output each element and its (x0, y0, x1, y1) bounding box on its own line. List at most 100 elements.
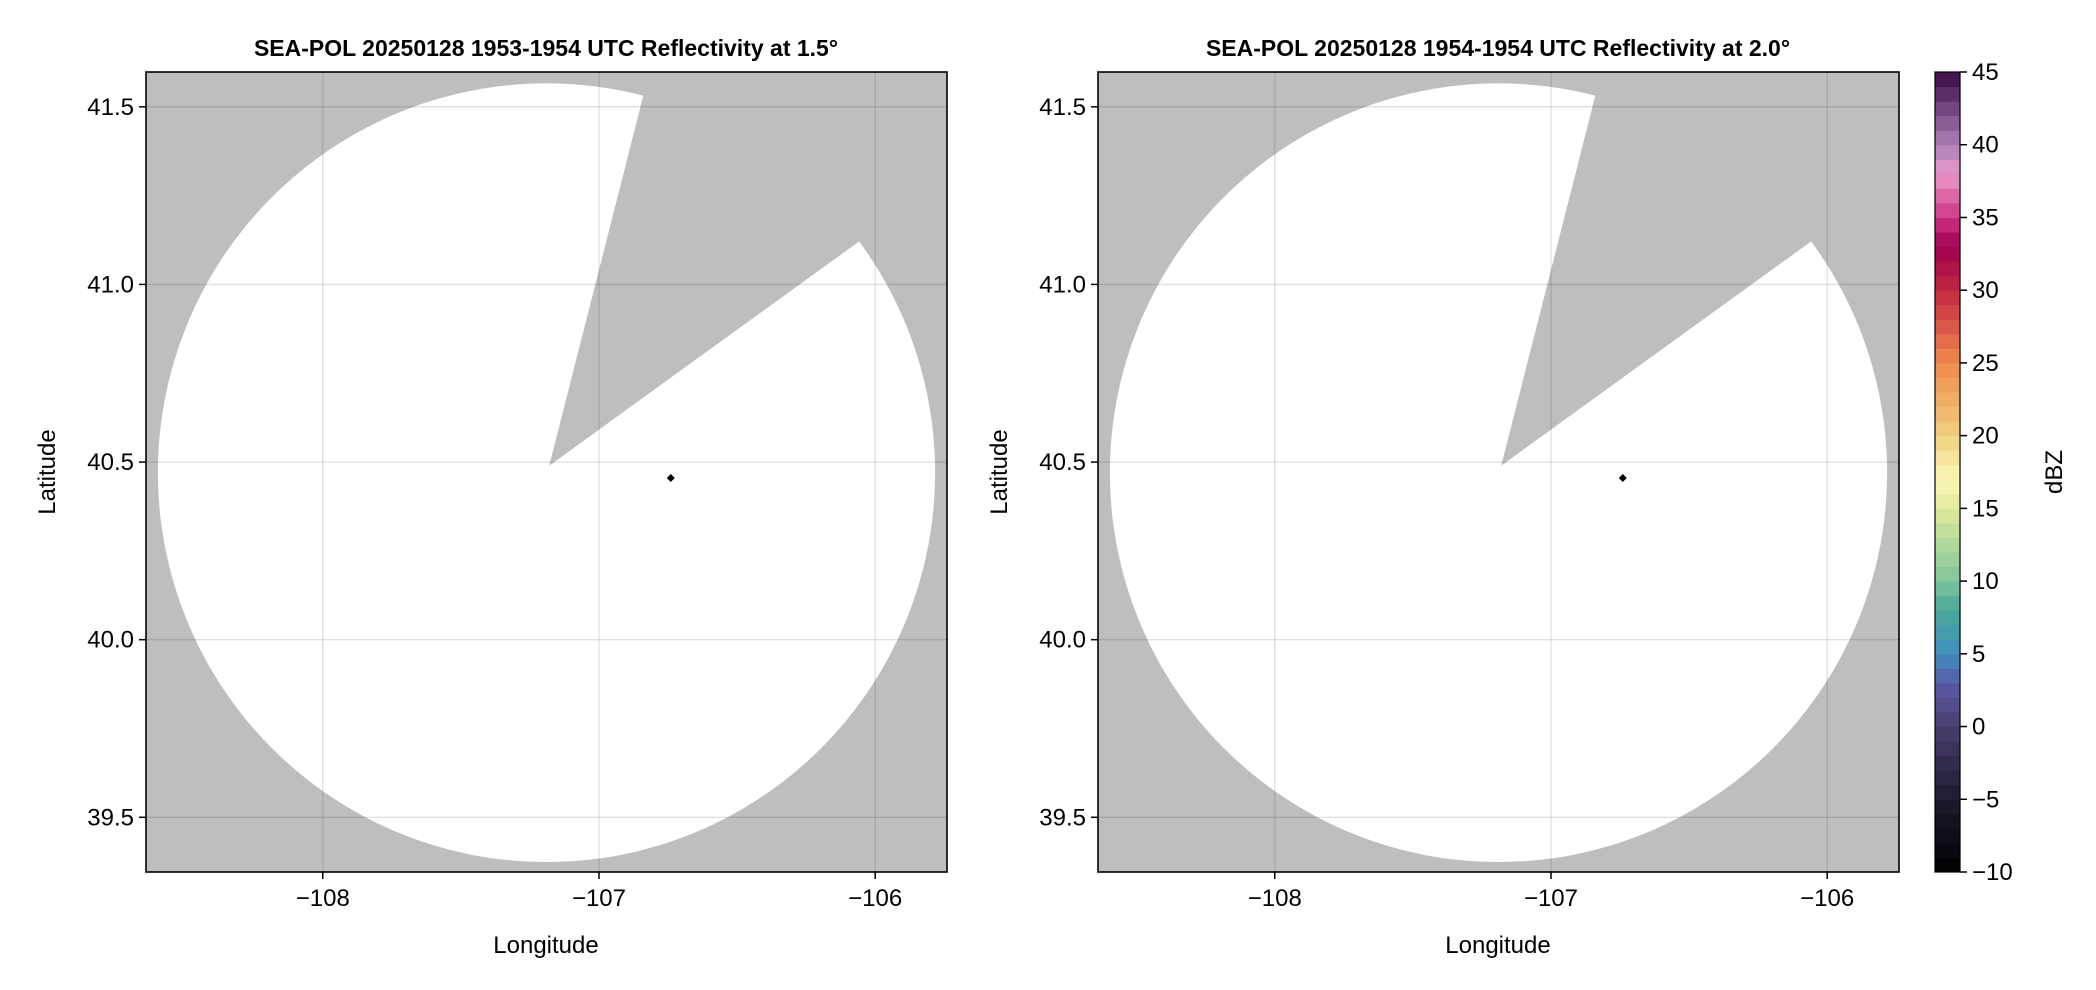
colorbar-bin (1935, 712, 1960, 728)
y-tick-label: 41.5 (1039, 94, 1086, 121)
colorbar-bin (1935, 290, 1960, 306)
y-tick-label: 41.5 (87, 94, 134, 121)
blocked-sector (1501, 72, 1899, 466)
y-tick-label: 40.5 (87, 449, 134, 476)
colorbar-bin (1935, 101, 1960, 117)
y-tick-label: 40.5 (1039, 449, 1086, 476)
colorbar-bin (1935, 682, 1960, 698)
colorbar-bin (1935, 188, 1960, 204)
colorbar-tick-label: 5 (1972, 641, 1985, 668)
axes-frame (145, 71, 948, 873)
colorbar-bin (1935, 173, 1960, 189)
colorbar-bin (1935, 479, 1960, 495)
right-panel: SEA-POL 20250128 1954-1954 UTC Reflectiv… (986, 35, 1900, 959)
colorbar-tick-label: 10 (1972, 568, 1999, 595)
colorbar-bin (1935, 508, 1960, 524)
axes-frame (1097, 71, 1900, 873)
colorbar-bin (1935, 595, 1960, 611)
colorbar-bin (1935, 668, 1960, 684)
colorbar-tick-label: 45 (1972, 59, 1999, 86)
colorbar-tick-label: −5 (1972, 786, 1999, 813)
colorbar-bin (1935, 86, 1960, 102)
colorbar-bin (1935, 857, 1960, 873)
colorbar-bin (1935, 421, 1960, 437)
colorbar-bin (1935, 726, 1960, 742)
blocked-sector (549, 72, 947, 466)
left-title: SEA-POL 20250128 1953-1954 UTC Reflectiv… (254, 35, 838, 61)
x-tick-label: −106 (1800, 885, 1854, 912)
colorbar-bin (1935, 450, 1960, 466)
colorbar-bin (1935, 217, 1960, 233)
colorbar-bin (1935, 319, 1960, 335)
colorbar-tick-label: 20 (1972, 423, 1999, 450)
colorbar: dBZ −10 −5 0 5 10 15 20 25 30 35 40 45 (1934, 59, 2068, 886)
colorbar-bin (1935, 348, 1960, 364)
colorbar-bin (1935, 552, 1960, 568)
colorbar-bin (1935, 624, 1960, 640)
y-tick-label: 40.0 (1039, 627, 1086, 654)
colorbar-bin (1935, 813, 1960, 829)
y-tick-label: 41.0 (87, 271, 134, 298)
x-tick-label: −108 (1248, 885, 1302, 912)
colorbar-bin (1935, 275, 1960, 291)
colorbar-bin (1935, 362, 1960, 378)
colorbar-bin (1935, 406, 1960, 422)
left-ylabel: Latitude (34, 429, 61, 514)
colorbar-bin (1935, 72, 1960, 88)
x-tick-label: −107 (572, 885, 626, 912)
colorbar-bin (1935, 828, 1960, 844)
colorbar-bin (1935, 581, 1960, 597)
colorbar-bin (1935, 202, 1960, 218)
colorbar-bin (1935, 246, 1960, 262)
colorbar-bin (1935, 304, 1960, 320)
left-xlabel: Longitude (493, 932, 598, 959)
colorbar-bin (1935, 115, 1960, 131)
colorbar-tick-label: 25 (1972, 350, 1999, 377)
colorbar-frame (1934, 71, 1961, 873)
colorbar-bin (1935, 159, 1960, 175)
colorbar-bin (1935, 232, 1960, 248)
right-xlabel: Longitude (1445, 932, 1550, 959)
colorbar-label: dBZ (2041, 450, 2068, 494)
colorbar-bin (1935, 697, 1960, 713)
colorbar-bin (1935, 493, 1960, 509)
colorbar-bin (1935, 741, 1960, 757)
plot-area (146, 72, 947, 872)
colorbar-bin (1935, 333, 1960, 349)
y-tick-label: 39.5 (1039, 804, 1086, 831)
colorbar-tick-label: 30 (1972, 277, 1999, 304)
colorbar-tick-label: 0 (1972, 714, 1985, 741)
radar-site-marker (666, 474, 675, 483)
colorbar-bin (1935, 799, 1960, 815)
colorbar-bin (1935, 755, 1960, 771)
colorbar-tick-label: 15 (1972, 495, 1999, 522)
colorbar-bin (1935, 130, 1960, 146)
colorbar-bin (1935, 653, 1960, 669)
colorbar-bin (1935, 770, 1960, 786)
colorbar-bin (1935, 842, 1960, 858)
x-tick-label: −107 (1524, 885, 1578, 912)
x-tick-label: −108 (296, 885, 350, 912)
x-tick-label: −106 (848, 885, 902, 912)
y-tick-label: 39.5 (87, 804, 134, 831)
right-title: SEA-POL 20250128 1954-1954 UTC Reflectiv… (1206, 35, 1790, 61)
y-tick-label: 41.0 (1039, 271, 1086, 298)
colorbar-tick-label: 35 (1972, 204, 1999, 231)
colorbar-bin (1935, 566, 1960, 582)
right-ylabel: Latitude (986, 429, 1013, 514)
colorbar-bin (1935, 784, 1960, 800)
colorbar-bin (1935, 377, 1960, 393)
colorbar-bin (1935, 639, 1960, 655)
colorbar-bin (1935, 537, 1960, 553)
colorbar-bin (1935, 610, 1960, 626)
colorbar-bin (1935, 392, 1960, 408)
radar-site-marker (1618, 474, 1627, 483)
y-tick-label: 40.0 (87, 627, 134, 654)
colorbar-bin (1935, 435, 1960, 451)
plot-area (1098, 72, 1899, 872)
colorbar-bin (1935, 464, 1960, 480)
colorbar-tick-label: 40 (1972, 132, 1999, 159)
colorbar-bin (1935, 261, 1960, 277)
left-panel: SEA-POL 20250128 1953-1954 UTC Reflectiv… (34, 35, 948, 959)
